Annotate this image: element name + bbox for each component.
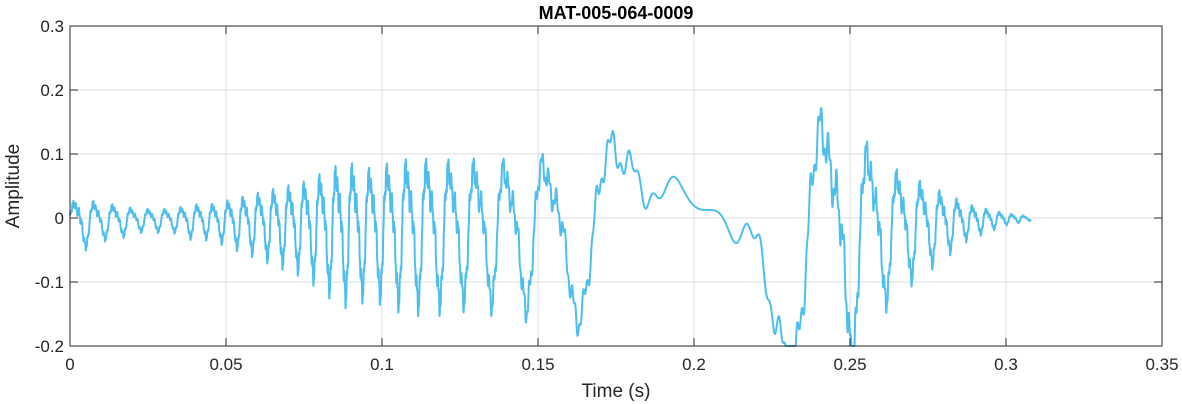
x-tick-label: 0.15 xyxy=(521,355,554,374)
y-tick-label: 0 xyxy=(55,209,64,228)
x-tick-label: 0 xyxy=(65,355,74,374)
chart-title: MAT-005-064-0009 xyxy=(539,3,694,23)
x-tick-label: 0.05 xyxy=(209,355,242,374)
y-tick-label: 0.1 xyxy=(40,145,64,164)
y-axis-label: Amplitude xyxy=(3,144,24,229)
y-tick-label: 0.3 xyxy=(40,17,64,36)
x-axis-ticks: 0 0.05 0.1 0.15 0.2 0.25 0.3 0.35 xyxy=(65,26,1179,374)
x-tick-label: 0.3 xyxy=(994,355,1018,374)
x-tick-label: 0.35 xyxy=(1145,355,1178,374)
y-axis-ticks: -0.2 -0.1 0 0.1 0.2 0.3 xyxy=(35,17,1162,356)
plot-background xyxy=(70,26,1162,346)
y-tick-label: -0.2 xyxy=(35,337,64,356)
x-tick-label: 0.1 xyxy=(370,355,394,374)
signal-line xyxy=(69,107,1032,347)
y-tick-label: 0.2 xyxy=(40,81,64,100)
x-tick-label: 0.25 xyxy=(833,355,866,374)
x-tick-label: 0.2 xyxy=(682,355,706,374)
x-axis-label: Time (s) xyxy=(582,381,651,402)
axes-box xyxy=(69,25,1163,347)
y-tick-label: -0.1 xyxy=(35,273,64,292)
